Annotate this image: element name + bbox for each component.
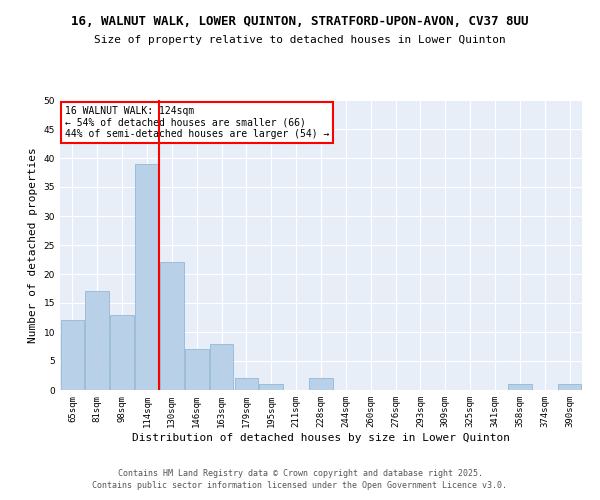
Text: Size of property relative to detached houses in Lower Quinton: Size of property relative to detached ho… — [94, 35, 506, 45]
Bar — [508, 384, 532, 390]
Text: 16 WALNUT WALK: 124sqm
← 54% of detached houses are smaller (66)
44% of semi-det: 16 WALNUT WALK: 124sqm ← 54% of detached… — [65, 106, 329, 139]
Bar — [135, 164, 159, 390]
Bar — [61, 320, 84, 390]
Bar — [309, 378, 333, 390]
Bar — [259, 384, 283, 390]
Bar — [85, 292, 109, 390]
Bar — [110, 314, 134, 390]
Text: Contains HM Land Registry data © Crown copyright and database right 2025.
Contai: Contains HM Land Registry data © Crown c… — [92, 468, 508, 490]
Bar — [235, 378, 258, 390]
Bar — [210, 344, 233, 390]
Text: 16, WALNUT WALK, LOWER QUINTON, STRATFORD-UPON-AVON, CV37 8UU: 16, WALNUT WALK, LOWER QUINTON, STRATFOR… — [71, 15, 529, 28]
Bar — [558, 384, 581, 390]
X-axis label: Distribution of detached houses by size in Lower Quinton: Distribution of detached houses by size … — [132, 432, 510, 442]
Y-axis label: Number of detached properties: Number of detached properties — [28, 147, 38, 343]
Bar — [160, 262, 184, 390]
Bar — [185, 350, 209, 390]
